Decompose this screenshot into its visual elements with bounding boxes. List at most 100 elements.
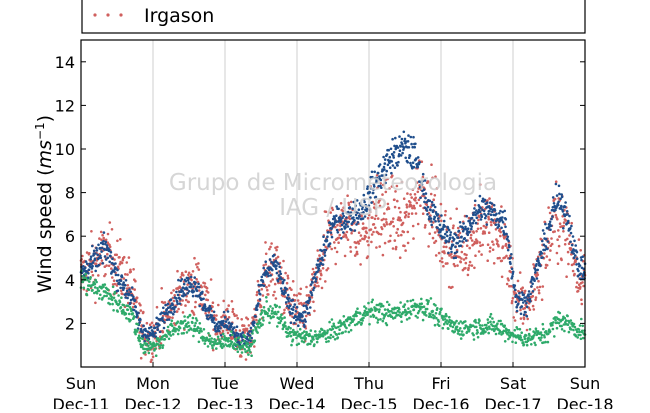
data-point <box>362 211 365 214</box>
data-point <box>481 243 485 247</box>
data-point <box>353 229 357 232</box>
data-point <box>425 203 429 207</box>
data-point <box>156 337 160 340</box>
data-point <box>398 256 402 260</box>
data-point <box>494 332 498 336</box>
data-point <box>416 316 419 319</box>
data-point <box>155 305 159 309</box>
data-point <box>551 323 554 327</box>
data-point <box>160 287 163 290</box>
data-point <box>107 264 111 268</box>
data-point <box>193 276 196 279</box>
data-point <box>248 350 252 354</box>
data-point <box>485 221 488 224</box>
data-point <box>361 319 364 322</box>
data-point <box>81 254 84 258</box>
data-point <box>124 296 127 299</box>
data-point <box>361 217 365 220</box>
legend-label-irgason: Irgason <box>144 5 214 27</box>
data-point <box>104 273 107 276</box>
data-point <box>206 291 210 294</box>
data-point <box>235 314 238 317</box>
data-point <box>305 307 309 311</box>
data-point <box>192 313 196 316</box>
data-point <box>519 317 523 320</box>
data-point <box>145 342 148 346</box>
data-point <box>177 329 180 332</box>
data-point <box>333 246 337 250</box>
data-point <box>569 319 573 322</box>
data-point <box>293 293 296 297</box>
data-point <box>507 329 511 332</box>
data-point <box>381 193 384 196</box>
data-point <box>194 317 198 320</box>
data-point <box>484 330 487 334</box>
data-point <box>213 314 216 317</box>
data-point <box>500 219 504 222</box>
data-point <box>478 241 482 244</box>
data-point <box>558 192 561 196</box>
data-point <box>381 304 385 308</box>
data-point <box>171 333 175 336</box>
data-point <box>374 195 378 199</box>
data-point <box>366 313 369 317</box>
data-point <box>328 242 332 245</box>
data-point <box>382 155 385 159</box>
data-point <box>105 264 108 267</box>
data-point <box>89 276 92 279</box>
data-point <box>320 286 324 290</box>
data-point <box>254 327 258 331</box>
data-point <box>113 258 116 261</box>
data-point <box>215 332 219 336</box>
data-point <box>534 269 537 272</box>
data-point <box>272 253 276 257</box>
data-point <box>367 204 371 207</box>
data-point <box>428 215 431 219</box>
data-point <box>354 246 358 249</box>
data-point <box>123 283 127 287</box>
data-point <box>339 202 343 205</box>
data-point <box>544 245 548 248</box>
data-point <box>464 266 467 270</box>
data-point <box>541 229 545 232</box>
data-point <box>85 262 89 266</box>
data-point <box>371 191 375 195</box>
data-point <box>184 304 187 307</box>
data-point <box>469 233 473 237</box>
data-point <box>534 343 537 347</box>
data-point <box>383 224 387 228</box>
data-point <box>487 212 490 216</box>
data-point <box>267 284 271 287</box>
data-point <box>270 309 274 313</box>
data-point <box>367 236 371 239</box>
data-point <box>485 223 489 226</box>
data-point <box>520 305 524 308</box>
data-point <box>113 290 117 294</box>
data-point <box>227 304 230 307</box>
data-point <box>321 263 325 266</box>
data-point <box>97 274 100 277</box>
data-point <box>513 319 517 322</box>
data-point <box>395 161 398 165</box>
data-point <box>387 148 391 152</box>
data-point <box>475 325 478 329</box>
data-point <box>401 221 405 225</box>
data-point <box>282 311 286 315</box>
data-point <box>554 182 558 186</box>
data-point <box>120 275 124 279</box>
data-point <box>226 310 230 313</box>
data-point <box>369 315 373 318</box>
data-point <box>100 250 103 253</box>
data-point <box>191 316 195 320</box>
data-point <box>520 338 524 342</box>
data-point <box>126 296 129 300</box>
data-point <box>191 294 195 298</box>
data-point <box>154 354 158 358</box>
data-point <box>121 292 124 296</box>
data-point <box>286 274 290 278</box>
data-point <box>299 333 303 336</box>
data-point <box>139 318 142 322</box>
data-point <box>95 249 99 252</box>
data-point <box>206 345 210 348</box>
data-point <box>265 285 268 289</box>
